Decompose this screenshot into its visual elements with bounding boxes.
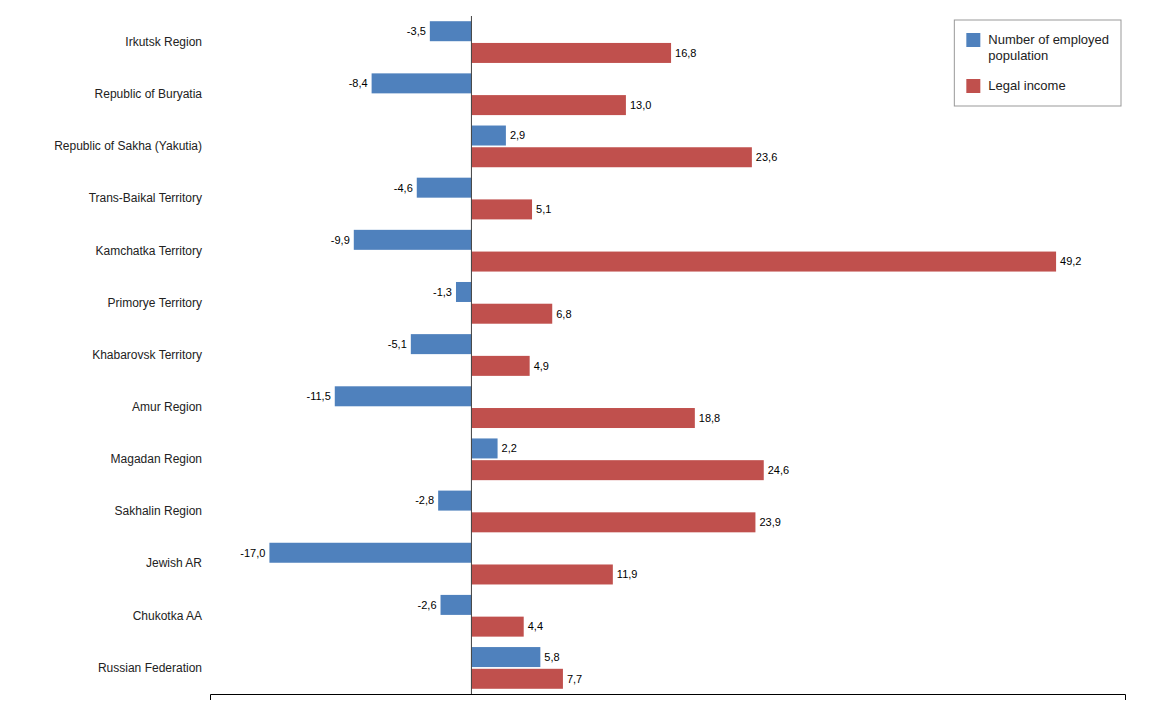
y-tick: Republic of Buryatia (95, 87, 210, 101)
bar (471, 647, 540, 667)
y-tick: Republic of Sakha (Yakutia) (54, 139, 210, 153)
bar (471, 252, 1056, 272)
data-label: -5,1 (388, 338, 407, 350)
bar (471, 564, 612, 584)
bar (438, 491, 471, 511)
x-axis (211, 695, 1126, 701)
bar (471, 147, 751, 167)
y-tick-label: Khabarovsk Territory (92, 348, 202, 362)
bar (471, 460, 763, 480)
y-tick-label: Jewish AR (146, 556, 202, 570)
legend-label-line: Number of employed (988, 32, 1109, 47)
data-label: -4,6 (394, 182, 413, 194)
data-label: 16,8 (675, 47, 696, 59)
data-label: -11,5 (307, 390, 331, 402)
legend-frame (954, 20, 1121, 106)
y-tick-label: Magadan Region (111, 452, 202, 466)
y-tick: Jewish AR (146, 556, 210, 570)
data-label: 18,8 (699, 412, 720, 424)
legend-label: Number of employedpopulation (988, 32, 1109, 63)
legend-label-line: Legal income (988, 78, 1065, 93)
y-tick-label: Trans-Baikal Territory (89, 191, 202, 205)
y-tick: Amur Region (132, 400, 210, 414)
data-label: 6,8 (556, 308, 571, 320)
zero-line (471, 16, 472, 694)
bar (335, 386, 472, 406)
legend-label: Legal income (988, 78, 1065, 93)
data-label: -1,3 (433, 286, 452, 298)
y-tick-label: Amur Region (132, 400, 202, 414)
data-label: 5,1 (536, 203, 551, 215)
bar (471, 512, 755, 532)
y-tick-label: Primorye Territory (108, 296, 202, 310)
bar (471, 199, 532, 219)
bar (471, 669, 563, 689)
y-tick: Primorye Territory (108, 296, 210, 310)
bar (471, 356, 529, 376)
data-label: -2,8 (415, 494, 434, 506)
y-tick: Kamchatka Territory (96, 244, 210, 258)
data-label: 49,2 (1060, 255, 1081, 267)
data-label: -8,4 (349, 77, 368, 89)
data-label: -3,5 (407, 25, 426, 37)
bar (471, 126, 505, 146)
y-tick-label: Sakhalin Region (115, 504, 202, 518)
chart: Russian Federation Chukotka AA Jewish AR Sa… (0, 0, 1165, 722)
y-tick: Sakhalin Region (115, 504, 210, 518)
bar (411, 334, 472, 354)
y-tick-label: Republic of Sakha (Yakutia) (54, 139, 202, 153)
data-label: 23,6 (756, 151, 777, 163)
data-label: 24,6 (768, 464, 789, 476)
y-tick-label: Irkutsk Region (125, 35, 202, 49)
data-label: 13,0 (630, 99, 651, 111)
y-tick: Irkutsk Region (125, 35, 210, 49)
y-tick-label: Kamchatka Territory (96, 244, 202, 258)
data-label: -9,9 (331, 234, 350, 246)
bar (269, 543, 471, 563)
bar (417, 178, 472, 198)
legend-swatch (966, 33, 980, 47)
bar (471, 617, 523, 637)
legend-swatch (966, 79, 980, 93)
y-tick: Chukotka AA (133, 609, 210, 623)
data-label: -2,6 (418, 599, 437, 611)
data-label: 23,9 (759, 516, 780, 528)
legend: Number of employedpopulation Legal income (954, 20, 1121, 106)
data-label: 5,8 (544, 651, 559, 663)
y-tick-label: Republic of Buryatia (95, 87, 203, 101)
y-tick-label: Russian Federation (98, 661, 202, 675)
data-label: 7,7 (567, 673, 582, 685)
bar (471, 408, 694, 428)
series-bars (471, 43, 1056, 689)
y-tick: Trans-Baikal Territory (89, 191, 210, 205)
y-tick: Russian Federation (98, 661, 210, 675)
bar (430, 21, 472, 41)
bar (456, 282, 471, 302)
y-tick: Magadan Region (111, 452, 210, 466)
data-label: 2,9 (510, 129, 525, 141)
data-label: 4,4 (528, 620, 543, 632)
x-axis-line (211, 695, 1126, 701)
data-labels: 5,8 -2,6 -17,0 -2,8 2,2 -11,5 -5,1 -1,3 -9,9 -4,6… (240, 25, 1081, 685)
bar (441, 595, 472, 615)
bar (471, 95, 625, 115)
data-label: 2,2 (502, 442, 517, 454)
bars (269, 21, 1056, 689)
y-tick-label: Chukotka AA (133, 609, 202, 623)
data-label: 11,9 (617, 568, 638, 580)
legend-label-line: population (988, 48, 1048, 63)
data-label: -17,0 (240, 547, 265, 559)
bar (372, 73, 472, 93)
bar (471, 438, 497, 458)
bar (471, 43, 671, 63)
bar (471, 304, 552, 324)
y-axis: Russian Federation Chukotka AA Jewish AR Sa… (54, 35, 210, 675)
data-label: 4,9 (534, 360, 549, 372)
bar (354, 230, 472, 250)
y-tick: Khabarovsk Territory (92, 348, 210, 362)
